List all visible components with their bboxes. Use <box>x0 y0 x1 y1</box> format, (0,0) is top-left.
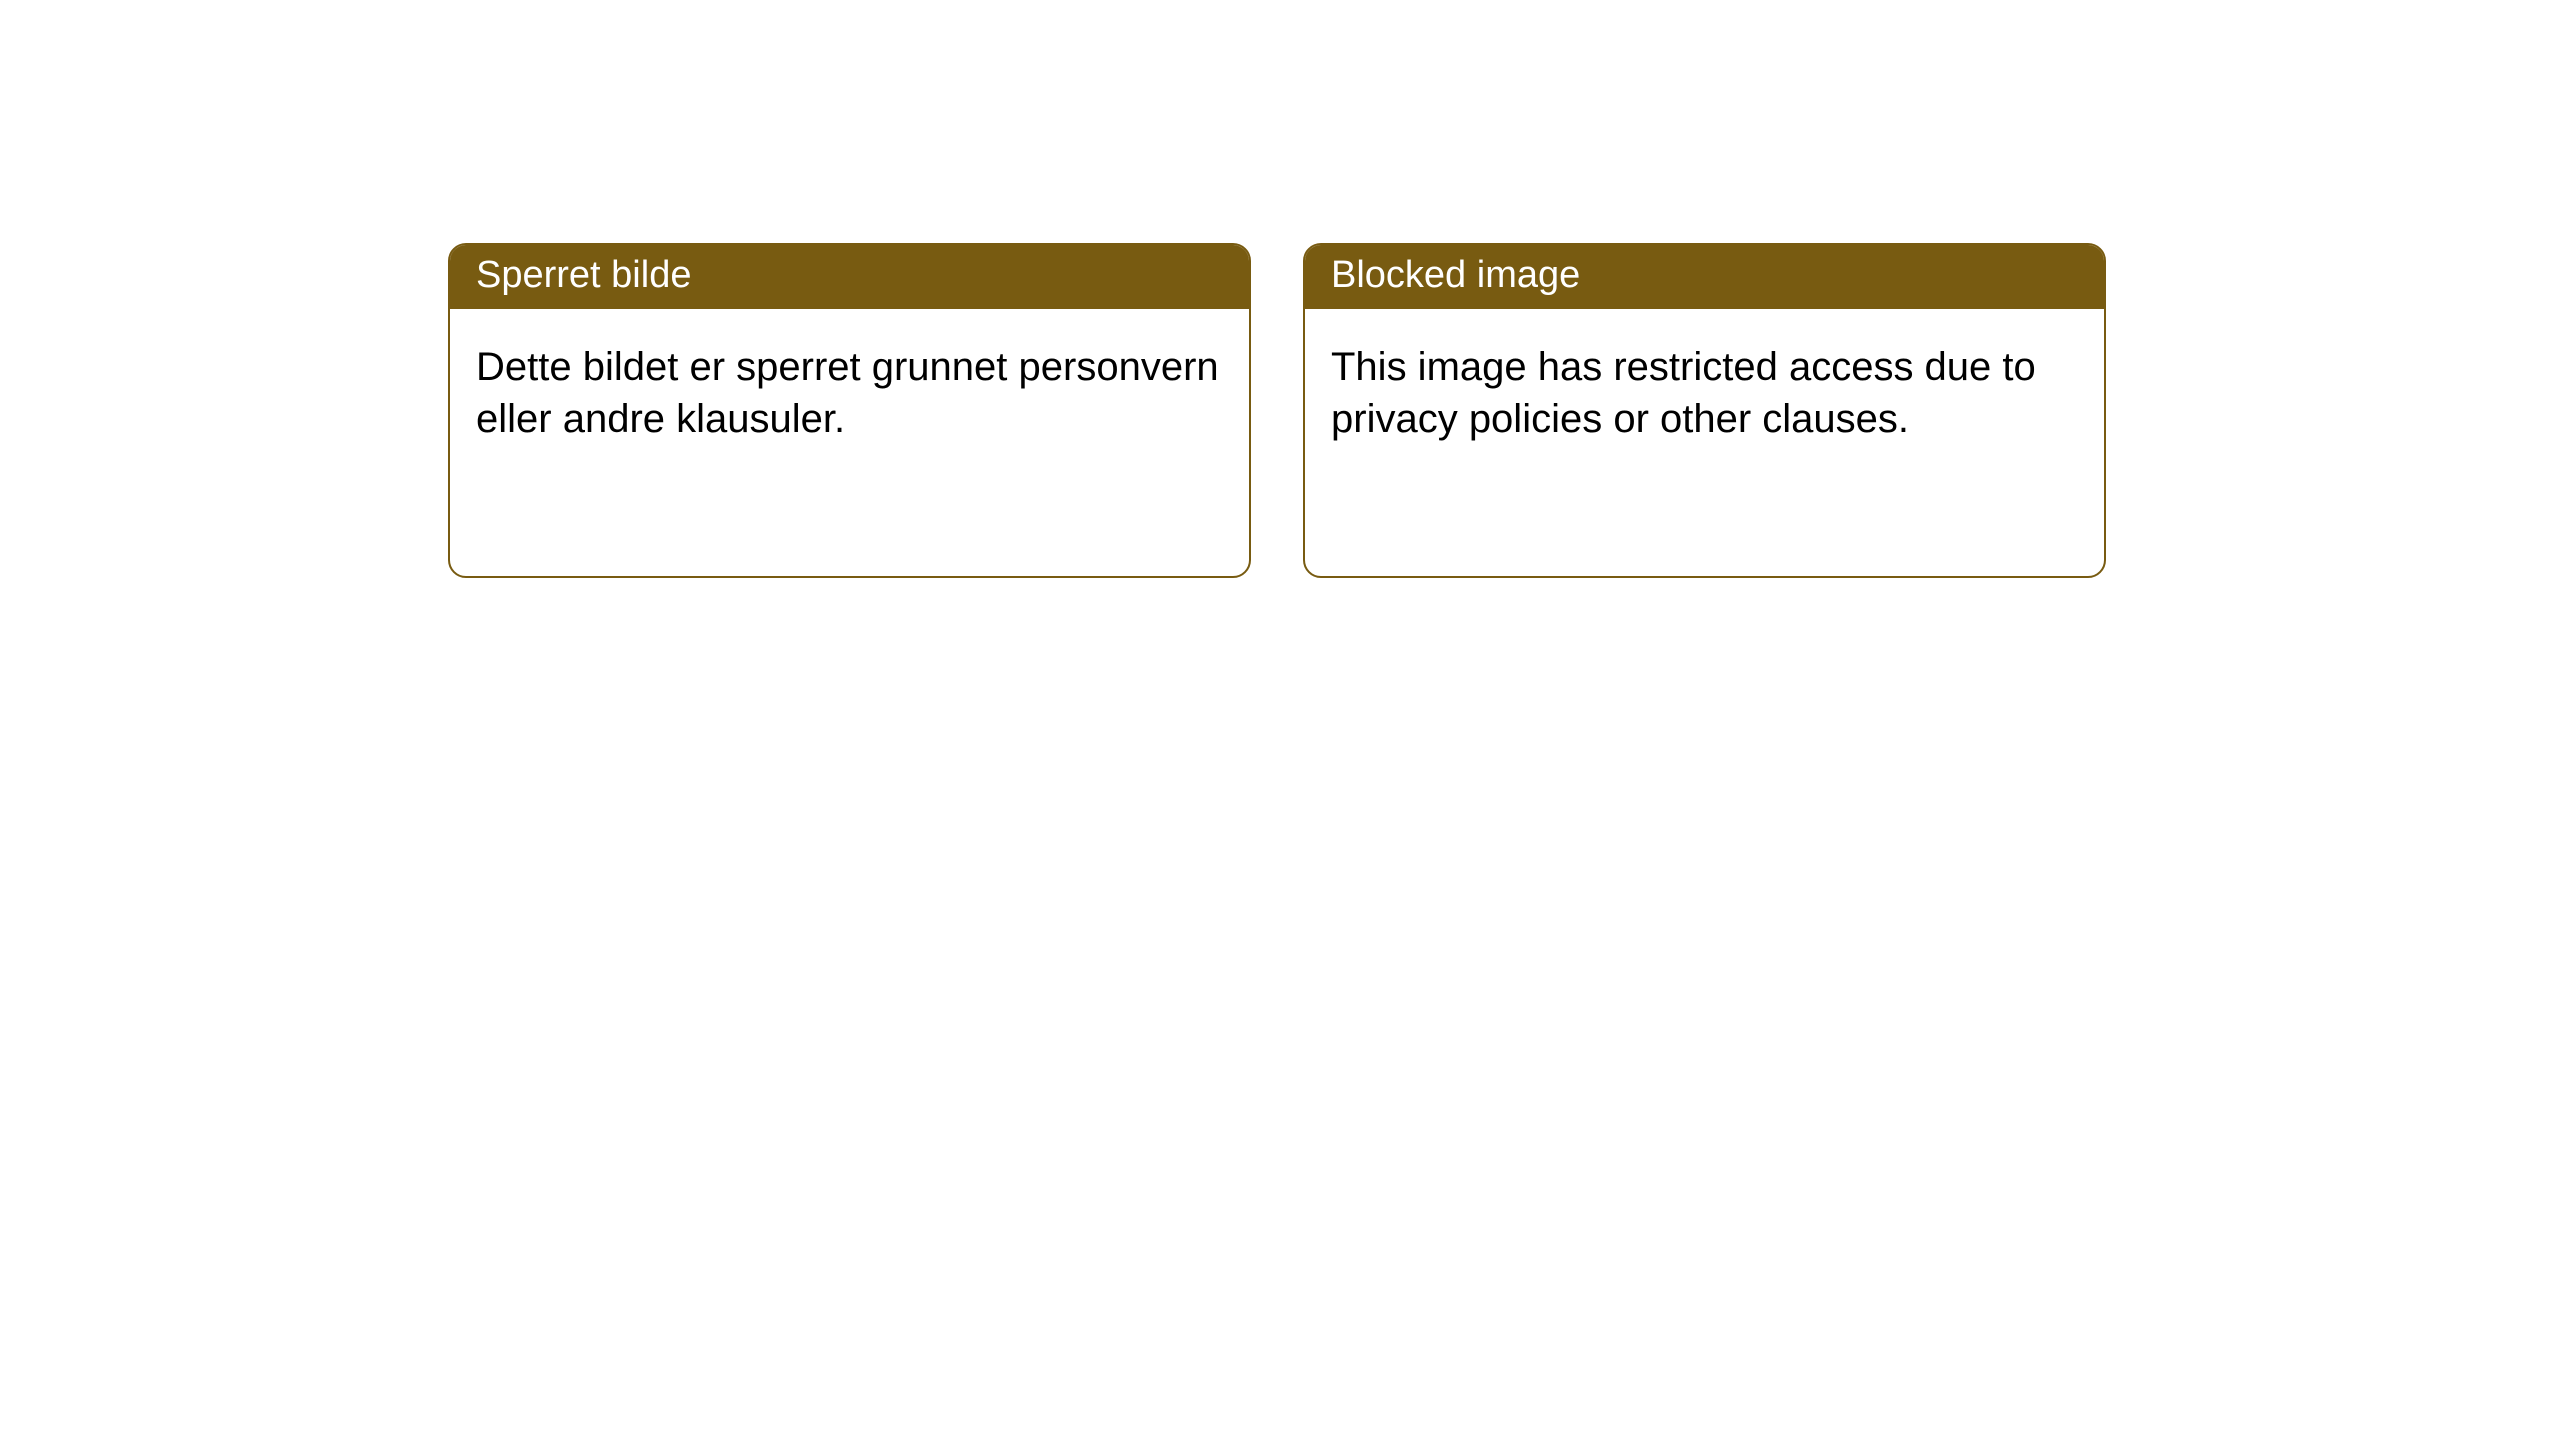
notice-body: Dette bildet er sperret grunnet personve… <box>450 309 1249 477</box>
notice-header: Sperret bilde <box>450 245 1249 309</box>
notice-header: Blocked image <box>1305 245 2104 309</box>
notice-container: Sperret bilde Dette bildet er sperret gr… <box>448 243 2106 578</box>
notice-body: This image has restricted access due to … <box>1305 309 2104 477</box>
notice-card-norwegian: Sperret bilde Dette bildet er sperret gr… <box>448 243 1251 578</box>
notice-card-english: Blocked image This image has restricted … <box>1303 243 2106 578</box>
